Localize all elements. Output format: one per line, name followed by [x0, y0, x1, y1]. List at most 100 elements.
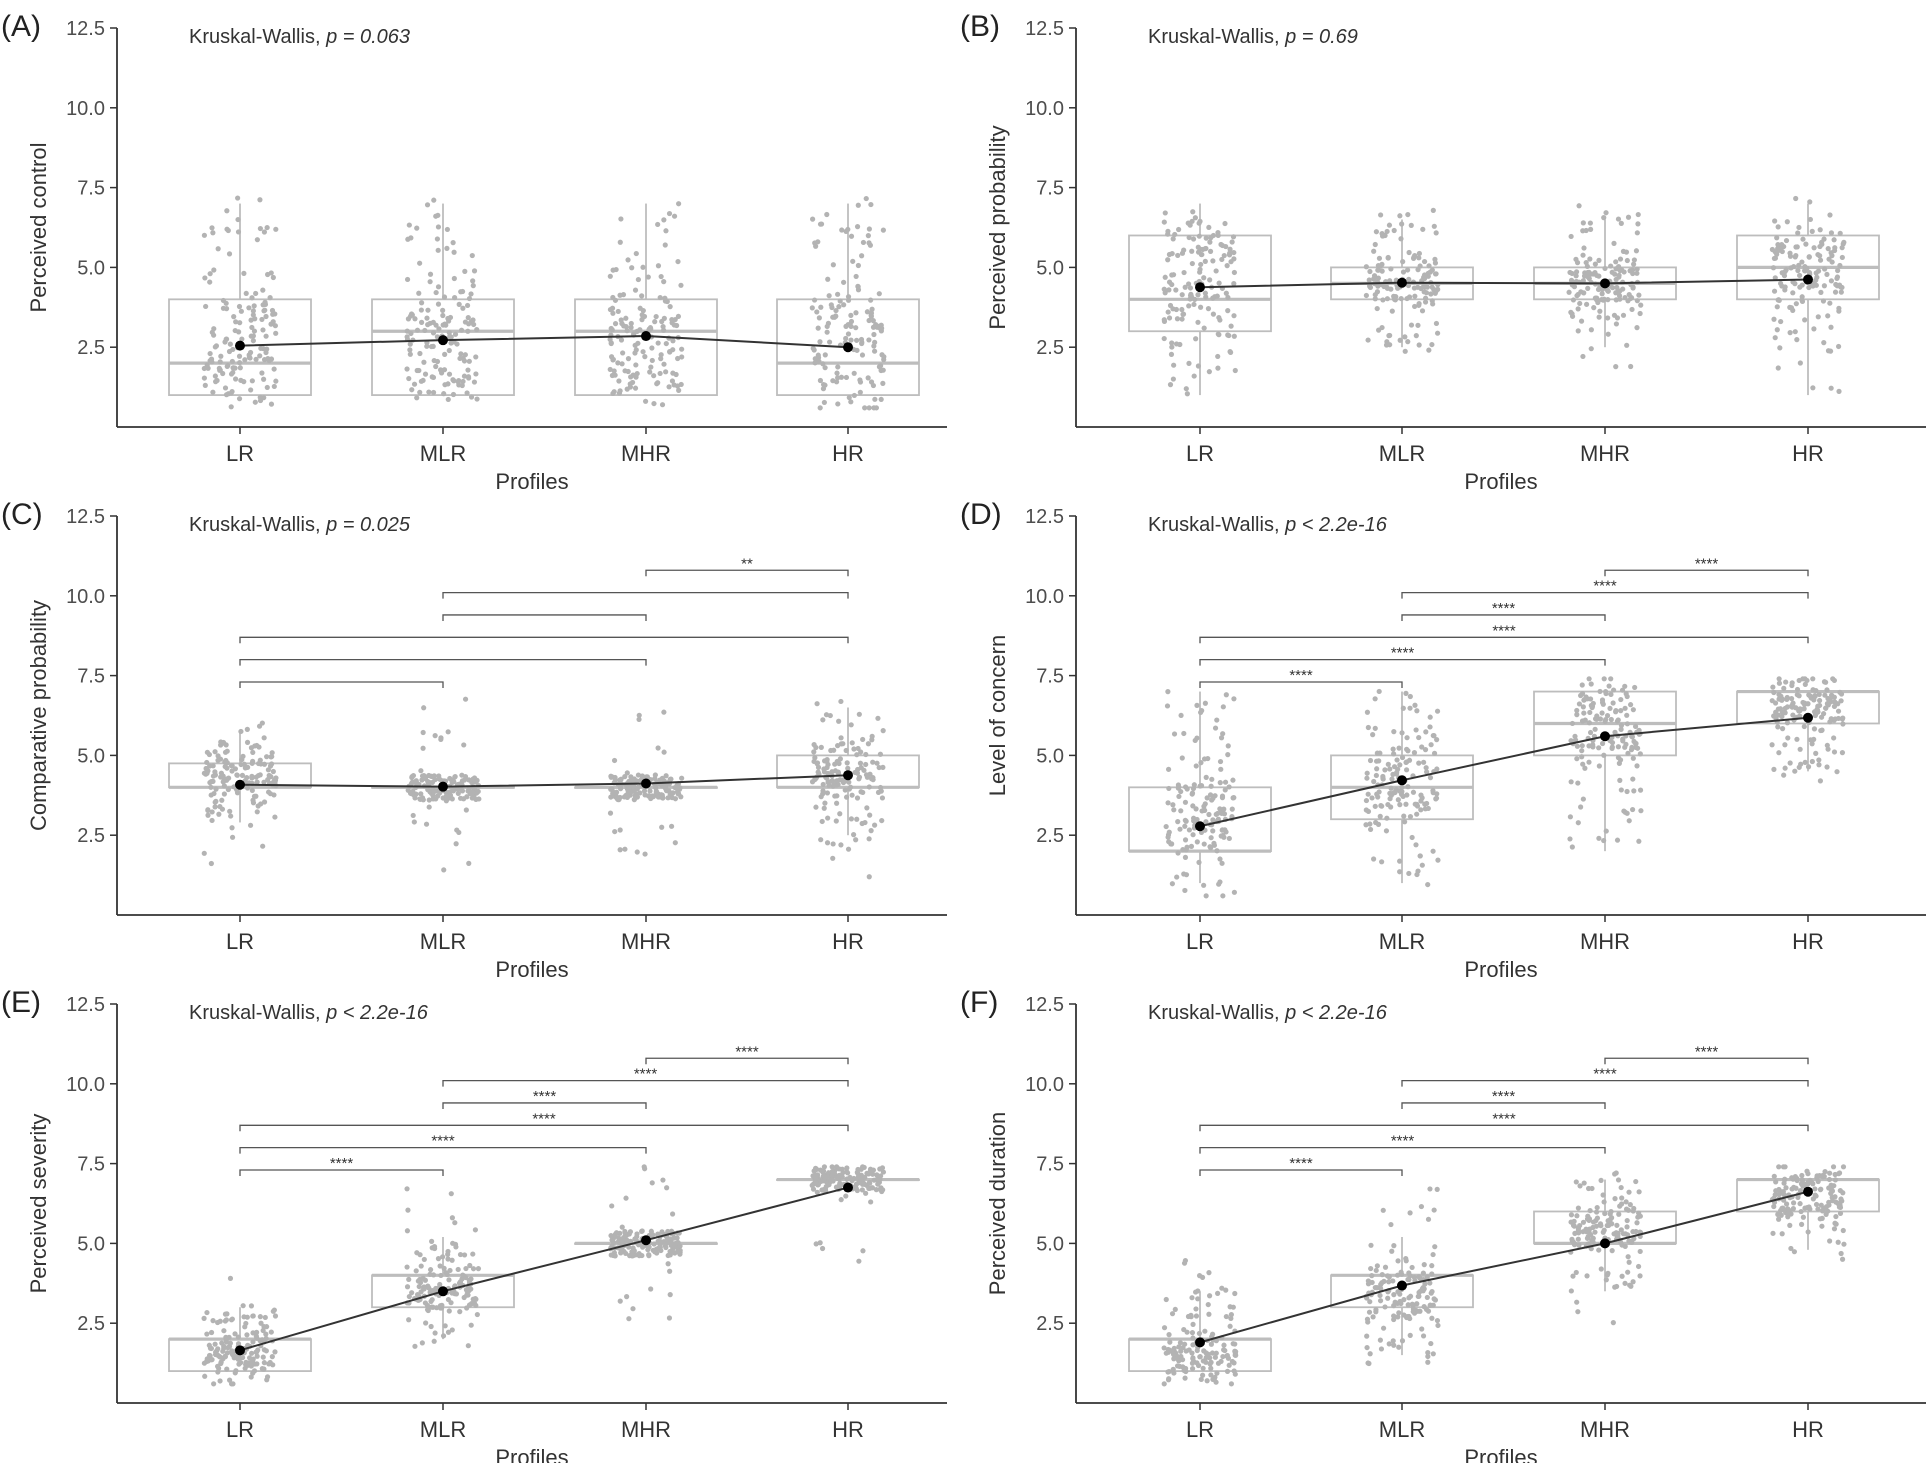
data-point: [873, 323, 879, 329]
data-point: [413, 779, 419, 785]
data-point: [651, 1241, 657, 1247]
mean-point-mhr: [1600, 1238, 1610, 1249]
x-axis-title: Profiles: [1464, 469, 1537, 494]
data-point: [1220, 893, 1226, 899]
data-point: [271, 383, 277, 390]
data-point: [1775, 365, 1781, 371]
data-point: [617, 827, 623, 833]
data-point: [821, 1178, 827, 1184]
data-point: [1630, 284, 1636, 290]
data-point: [1582, 765, 1588, 771]
data-point: [627, 1229, 634, 1235]
data-point: [244, 1314, 250, 1320]
bracket-line: [442, 614, 647, 621]
data-point: [1368, 1265, 1374, 1272]
data-point: [1376, 688, 1382, 695]
data-point: [1797, 272, 1803, 279]
data-point: [244, 785, 251, 791]
data-point: [1426, 263, 1432, 269]
y-tick-label: 12.5: [1025, 506, 1064, 528]
data-point: [1385, 255, 1391, 261]
data-point: [1202, 1328, 1208, 1334]
data-point: [408, 330, 414, 337]
data-point: [462, 268, 468, 274]
data-point: [1195, 1296, 1201, 1302]
data-point: [1166, 839, 1172, 845]
data-point: [406, 1293, 412, 1300]
data-point: [1831, 749, 1838, 755]
data-point: [866, 240, 872, 246]
data-point: [1782, 269, 1788, 275]
data-point: [214, 1319, 221, 1326]
y-tick-label: 2.5: [1036, 337, 1064, 359]
data-point: [1419, 744, 1425, 750]
data-point: [1409, 1264, 1415, 1271]
data-point: [266, 1361, 272, 1367]
data-point: [1434, 708, 1441, 714]
data-point: [1779, 248, 1785, 255]
data-point: [1819, 727, 1825, 734]
data-point: [1634, 1220, 1640, 1226]
data-point: [1839, 254, 1845, 261]
data-point: [268, 270, 274, 276]
data-point: [649, 1180, 655, 1186]
data-point: [878, 788, 884, 794]
data-point: [866, 836, 872, 842]
data-point: [1390, 1338, 1396, 1344]
data-point: [410, 812, 416, 819]
data-point: [427, 279, 433, 285]
data-point: [1372, 241, 1378, 248]
data-point: [454, 827, 460, 833]
data-point: [663, 773, 669, 779]
data-point: [668, 1238, 674, 1244]
data-point: [1589, 704, 1595, 711]
data-point: [1367, 1299, 1373, 1305]
data-point: [848, 233, 855, 239]
data-point: [812, 356, 818, 362]
data-point: [1572, 733, 1578, 739]
data-point: [858, 1178, 864, 1184]
significance-bracket: ****: [239, 1133, 647, 1154]
data-point: [620, 292, 627, 298]
data-point: [837, 298, 843, 304]
data-point: [1405, 282, 1412, 289]
data-point: [1398, 236, 1404, 242]
data-point: [1811, 245, 1817, 251]
data-point: [1800, 1214, 1806, 1220]
data-point: [1422, 747, 1429, 753]
data-point: [1594, 297, 1600, 303]
data-point: [876, 764, 882, 771]
data-point: [1215, 1290, 1221, 1296]
data-point: [1374, 791, 1380, 797]
data-point: [876, 291, 882, 297]
data-point: [819, 818, 825, 825]
data-point: [1832, 245, 1838, 251]
data-point: [229, 768, 235, 774]
data-point: [1607, 705, 1613, 712]
data-point: [1176, 1344, 1182, 1350]
data-point: [1575, 1236, 1581, 1242]
significance-stars: ****: [1492, 1110, 1516, 1127]
data-point: [1775, 724, 1781, 730]
data-point: [470, 278, 476, 284]
data-point: [1629, 806, 1636, 813]
data-point: [659, 402, 666, 408]
data-point: [648, 326, 654, 332]
data-point: [1784, 219, 1790, 225]
data-point: [1811, 726, 1818, 732]
data-point: [1200, 1372, 1206, 1378]
data-point: [474, 327, 480, 333]
data-point: [1604, 1222, 1610, 1229]
data-point: [610, 294, 616, 301]
data-point: [1199, 708, 1205, 714]
data-point: [846, 394, 852, 401]
data-point: [661, 709, 667, 715]
data-point: [430, 389, 437, 396]
x-tick-label-hr: HR: [1792, 929, 1824, 954]
data-point: [1221, 1342, 1227, 1348]
data-point: [1424, 769, 1430, 775]
data-point: [1603, 1277, 1609, 1283]
data-point: [817, 1240, 823, 1246]
data-point: [1637, 1273, 1643, 1279]
data-point: [448, 334, 454, 340]
